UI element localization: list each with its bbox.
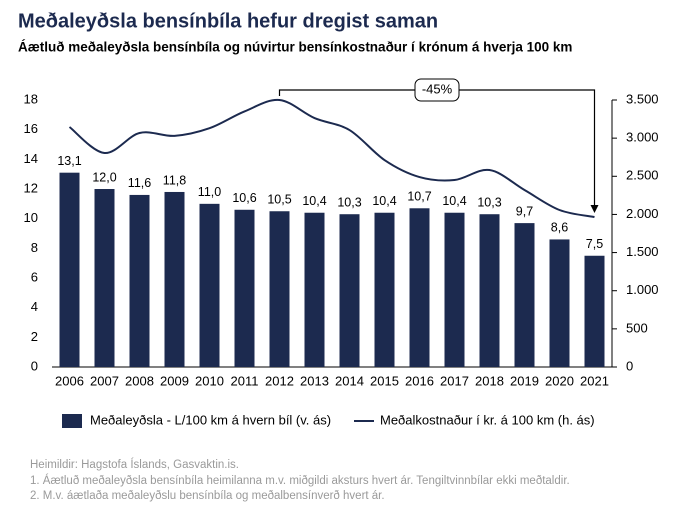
- y-tick-label: 10: [24, 210, 38, 225]
- x-tick-label: 2010: [195, 373, 224, 388]
- annotation-box: [414, 78, 460, 102]
- value-label: 10,5: [267, 193, 291, 207]
- value-label: 11,0: [198, 185, 221, 199]
- y2-tick-label: 3.000: [626, 130, 659, 145]
- bar: [269, 211, 290, 367]
- bar: [94, 189, 115, 367]
- x-tick-label: 2009: [160, 373, 189, 388]
- x-tick-label: 2014: [335, 373, 364, 388]
- y2-tick-label: 1.000: [626, 282, 659, 297]
- x-tick-label: 2020: [545, 373, 574, 388]
- y2-tick-label: 2.000: [626, 206, 659, 221]
- bar: [584, 255, 605, 367]
- y-tick-label: 4: [31, 299, 38, 314]
- y2-tick-label: 500: [626, 320, 648, 335]
- y-tick-label: 16: [24, 121, 38, 136]
- x-tick-label: 2012: [265, 373, 294, 388]
- bar: [409, 208, 430, 367]
- x-tick-label: 2011: [231, 373, 259, 388]
- note: Heimildir: Hagstofa Íslands, Gasvaktin.i…: [30, 458, 239, 471]
- x-tick-label: 2007: [90, 373, 119, 388]
- value-label: 10,4: [302, 194, 326, 208]
- x-tick-label: 2008: [125, 373, 154, 388]
- y-tick-label: 6: [31, 269, 38, 284]
- x-tick-label: 2015: [370, 373, 399, 388]
- value-label: 11,6: [128, 176, 151, 190]
- value-label: 10,3: [477, 196, 501, 210]
- bar: [59, 172, 80, 367]
- value-label: 11,8: [163, 173, 186, 187]
- annotation-bracket: [278, 89, 596, 212]
- value-label: 9,7: [516, 204, 533, 218]
- y2-tick-label: 1.500: [626, 244, 659, 259]
- x-tick-label: 2018: [475, 373, 504, 388]
- note: 2. M.v. áætlaða meðaleyðslu bensínbíla o…: [30, 490, 385, 502]
- bar: [199, 203, 220, 367]
- x-tick-label: 2019: [510, 373, 539, 388]
- chart-title: Meðaleyðsla bensínbíla hefur dregist sam…: [18, 10, 438, 32]
- bar: [129, 194, 150, 367]
- note: 1. Áætluð meðaleyðsla bensínbíla heimila…: [30, 474, 570, 487]
- value-label: 10,3: [337, 196, 361, 210]
- x-tick-label: 2017: [440, 373, 469, 388]
- value-label: 13,1: [57, 154, 81, 168]
- bar: [164, 191, 185, 367]
- value-label: 10,4: [442, 194, 466, 208]
- y-tick-label: 2: [31, 329, 38, 344]
- y2-tick-label: 2.500: [626, 168, 659, 183]
- value-label: 10,6: [232, 191, 256, 205]
- y-tick-label: 14: [24, 151, 38, 166]
- bar: [304, 212, 325, 367]
- y-tick-label: 12: [24, 180, 38, 195]
- value-label: 12,0: [92, 170, 116, 184]
- value-label: 8,6: [551, 221, 568, 235]
- value-label: 7,5: [586, 237, 603, 251]
- x-tick-label: 2016: [405, 373, 434, 388]
- bar: [339, 214, 360, 367]
- bar: [234, 209, 255, 367]
- legend-label: Meðaleyðsla - L/100 km á hvern bíl (v. á…: [90, 412, 331, 427]
- legend-label: Meðalkostnaður í kr. á 100 km (h. ás): [380, 412, 595, 427]
- bar: [479, 214, 500, 367]
- y2-tick-label: 0: [626, 358, 633, 373]
- bar: [514, 223, 535, 367]
- annotation-arrowhead: [590, 205, 599, 214]
- bar: [374, 212, 395, 367]
- y-tick-label: 18: [24, 91, 38, 106]
- annotation: -45%: [422, 81, 453, 96]
- bar: [444, 212, 465, 367]
- x-tick-label: 2013: [300, 373, 329, 388]
- x-tick-label: 2021: [580, 373, 609, 388]
- value-label: 10,4: [372, 194, 396, 208]
- y-tick-label: 0: [31, 358, 38, 373]
- legend-swatch: [62, 414, 82, 428]
- chart-subtitle: Áætluð meðaleyðsla bensínbíla og núvirtu…: [18, 40, 572, 55]
- value-label: 10,7: [407, 190, 431, 204]
- x-tick-label: 2006: [55, 373, 84, 388]
- y2-tick-label: 3.500: [626, 91, 659, 106]
- bar: [549, 239, 570, 367]
- y-tick-label: 8: [31, 240, 38, 255]
- line: [68, 98, 595, 219]
